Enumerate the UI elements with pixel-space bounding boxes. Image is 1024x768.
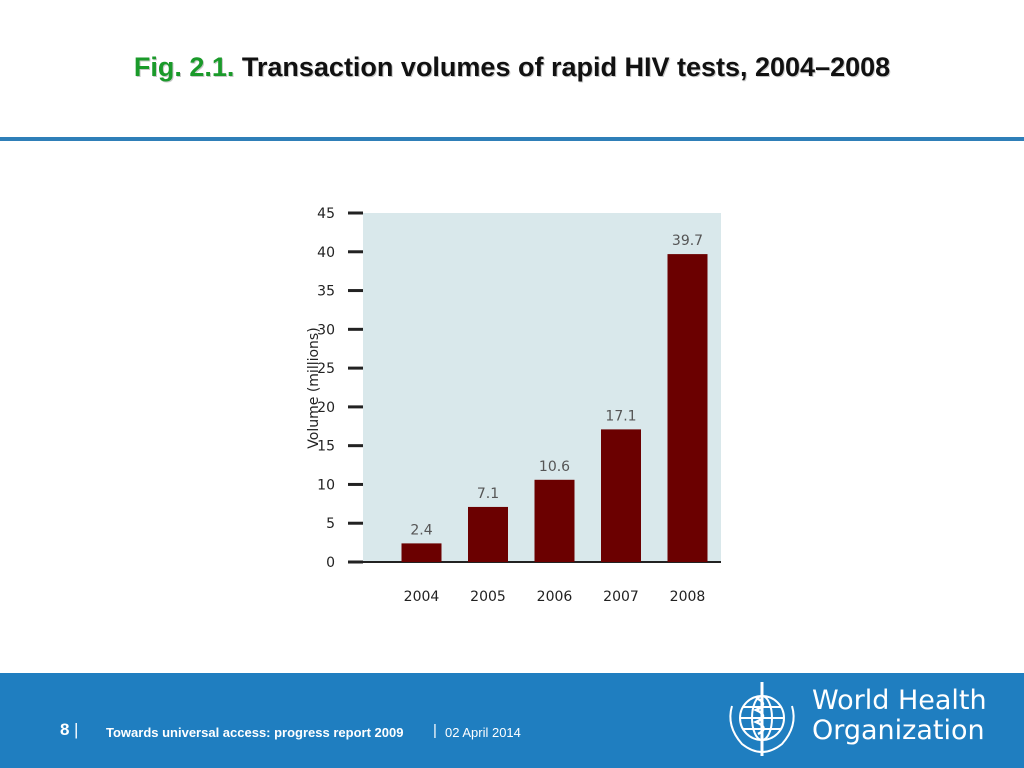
- x-tick-label-2005: 2005: [470, 589, 506, 605]
- x-tick-label-2007: 2007: [603, 589, 639, 605]
- bar-chart: 0 5 10 15 20 25 30 35 40 45 2.4 7.1 10.6 17.1 39.7 20…: [306, 206, 721, 605]
- page-separator: |: [74, 720, 79, 739]
- bar-2007: [601, 429, 641, 562]
- y-tick-label: 40: [317, 245, 335, 261]
- y-tick-label: 0: [326, 555, 335, 571]
- y-tick-label: 25: [317, 361, 335, 377]
- x-tick-label-2004: 2004: [404, 589, 440, 605]
- title-divider: [0, 137, 1024, 141]
- organization-name: World Health Organization: [812, 686, 987, 746]
- org-name-line2: Organization: [812, 715, 985, 746]
- data-label-2008: 39.7: [672, 233, 703, 249]
- figure-title-text: Transaction volumes of rapid HIV tests, …: [241, 52, 891, 82]
- y-tick-label: 20: [317, 400, 335, 416]
- bar-2006: [534, 479, 575, 562]
- org-name-line1: World Health: [812, 685, 987, 716]
- data-label-2004: 2.4: [410, 522, 432, 538]
- bar-2008: [667, 254, 708, 563]
- figure-number: Fig. 2.1.: [133, 52, 235, 82]
- y-axis: 0 5 10 15 20 25 30 35 40 45: [317, 206, 363, 571]
- y-tick-label: 30: [317, 322, 335, 338]
- y-axis-label: Volume (millions): [306, 327, 322, 448]
- footer-bar: 8 | Towards universal access: progress r…: [0, 673, 1024, 768]
- date-separator: |: [433, 722, 437, 739]
- bar-2005: [468, 506, 508, 562]
- data-label-2005: 7.1: [477, 486, 499, 502]
- who-emblem-icon: [729, 682, 795, 756]
- x-axis-labels: 2004 2005 2006 2007 2008: [404, 589, 706, 605]
- page-number: 8: [60, 720, 70, 739]
- report-title: Towards universal access: progress repor…: [106, 725, 404, 740]
- data-label-2007: 17.1: [605, 408, 636, 424]
- bars-group: 2.4 7.1 10.6 17.1 39.7: [401, 233, 708, 563]
- slide-title: Fig. 2.1. Transaction volumes of rapid H…: [0, 52, 1024, 83]
- y-tick-label: 5: [326, 516, 335, 532]
- y-tick-label: 45: [317, 206, 335, 222]
- bar-2004: [401, 543, 442, 562]
- x-tick-label-2008: 2008: [670, 589, 706, 605]
- report-date: 02 April 2014: [445, 725, 521, 740]
- y-tick-label: 35: [317, 284, 335, 300]
- data-label-2006: 10.6: [539, 459, 570, 475]
- x-tick-label-2006: 2006: [537, 589, 573, 605]
- y-tick-label: 15: [317, 439, 335, 455]
- y-tick-label: 10: [317, 477, 335, 493]
